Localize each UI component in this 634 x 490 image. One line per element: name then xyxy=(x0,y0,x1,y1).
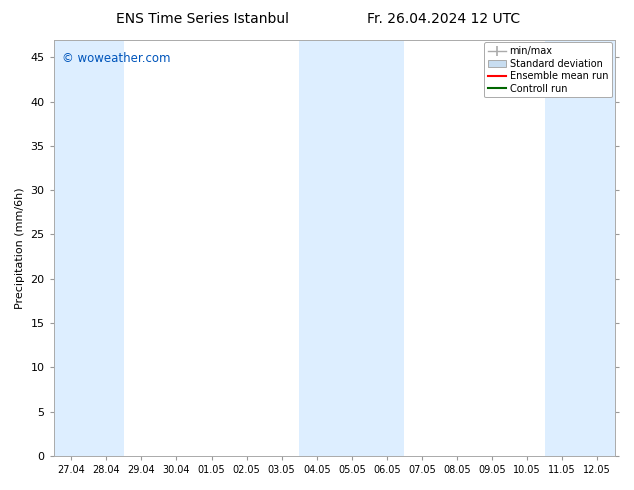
Bar xyxy=(54,40,124,456)
Text: © woweather.com: © woweather.com xyxy=(62,52,171,65)
Text: ENS Time Series Istanbul: ENS Time Series Istanbul xyxy=(117,12,289,26)
Y-axis label: Precipitation (mm/6h): Precipitation (mm/6h) xyxy=(15,187,25,309)
Text: Fr. 26.04.2024 12 UTC: Fr. 26.04.2024 12 UTC xyxy=(367,12,521,26)
Bar xyxy=(545,40,615,456)
Legend: min/max, Standard deviation, Ensemble mean run, Controll run: min/max, Standard deviation, Ensemble me… xyxy=(484,43,612,98)
Bar xyxy=(299,40,404,456)
